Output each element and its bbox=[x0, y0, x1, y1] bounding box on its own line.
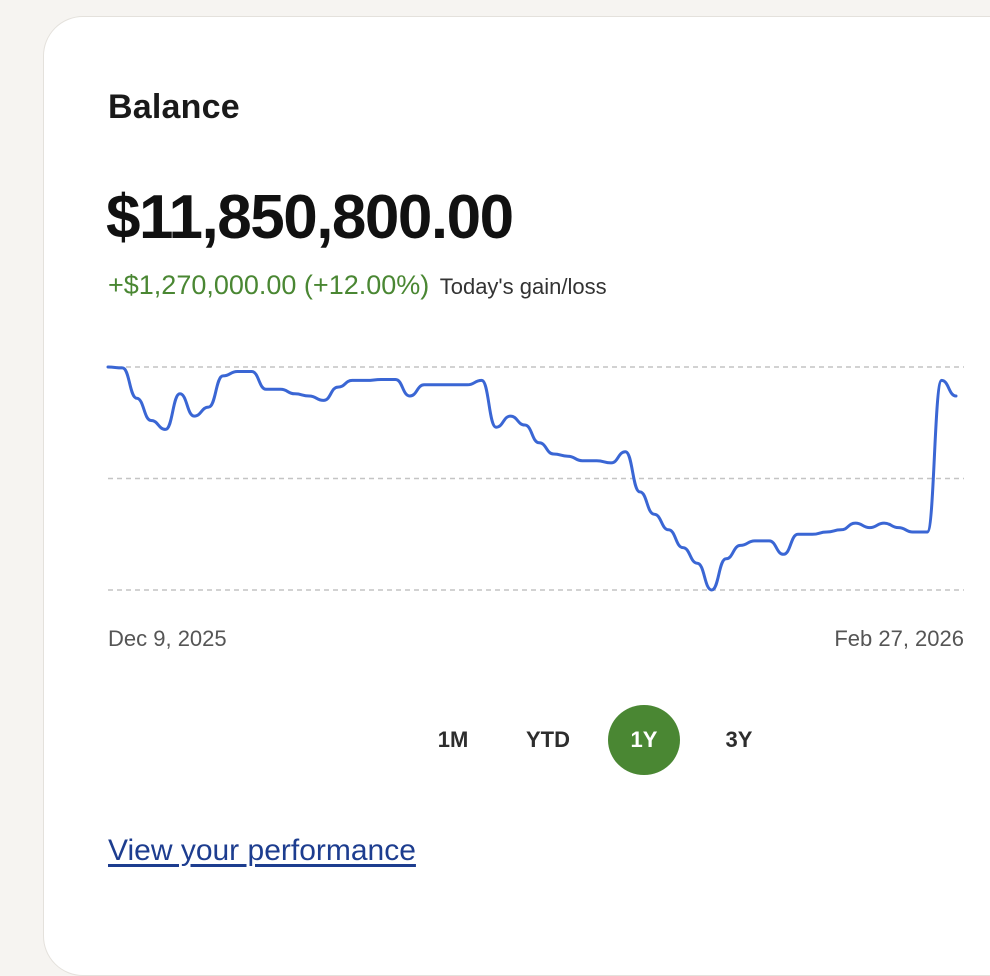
range-1m-button[interactable]: 1M bbox=[437, 727, 469, 752]
gain-value: +$1,270,000.00 (+12.00%) bbox=[108, 270, 430, 300]
time-range-selector: 1M YTD 1Y 3Y bbox=[0, 705, 990, 775]
x-axis-start-label: Dec 9, 2025 bbox=[108, 626, 227, 651]
balance-chart bbox=[106, 365, 964, 592]
range-ytd-button[interactable]: YTD bbox=[526, 727, 570, 752]
range-1y-button[interactable]: 1Y bbox=[608, 705, 680, 775]
x-axis-end-label: Feb 27, 2026 bbox=[834, 626, 964, 651]
balance-amount: $11,850,800.00 bbox=[106, 183, 514, 252]
gain-label: Today's gain/loss bbox=[439, 274, 607, 299]
range-3y-button[interactable]: 3Y bbox=[725, 727, 753, 752]
balance-series-line bbox=[106, 365, 958, 592]
view-performance-link[interactable]: View your performance bbox=[108, 834, 416, 867]
balance-card bbox=[43, 16, 990, 976]
card-title: Balance bbox=[108, 88, 240, 126]
gain-row: +$1,270,000.00 (+12.00%) Today's gain/lo… bbox=[108, 270, 607, 301]
